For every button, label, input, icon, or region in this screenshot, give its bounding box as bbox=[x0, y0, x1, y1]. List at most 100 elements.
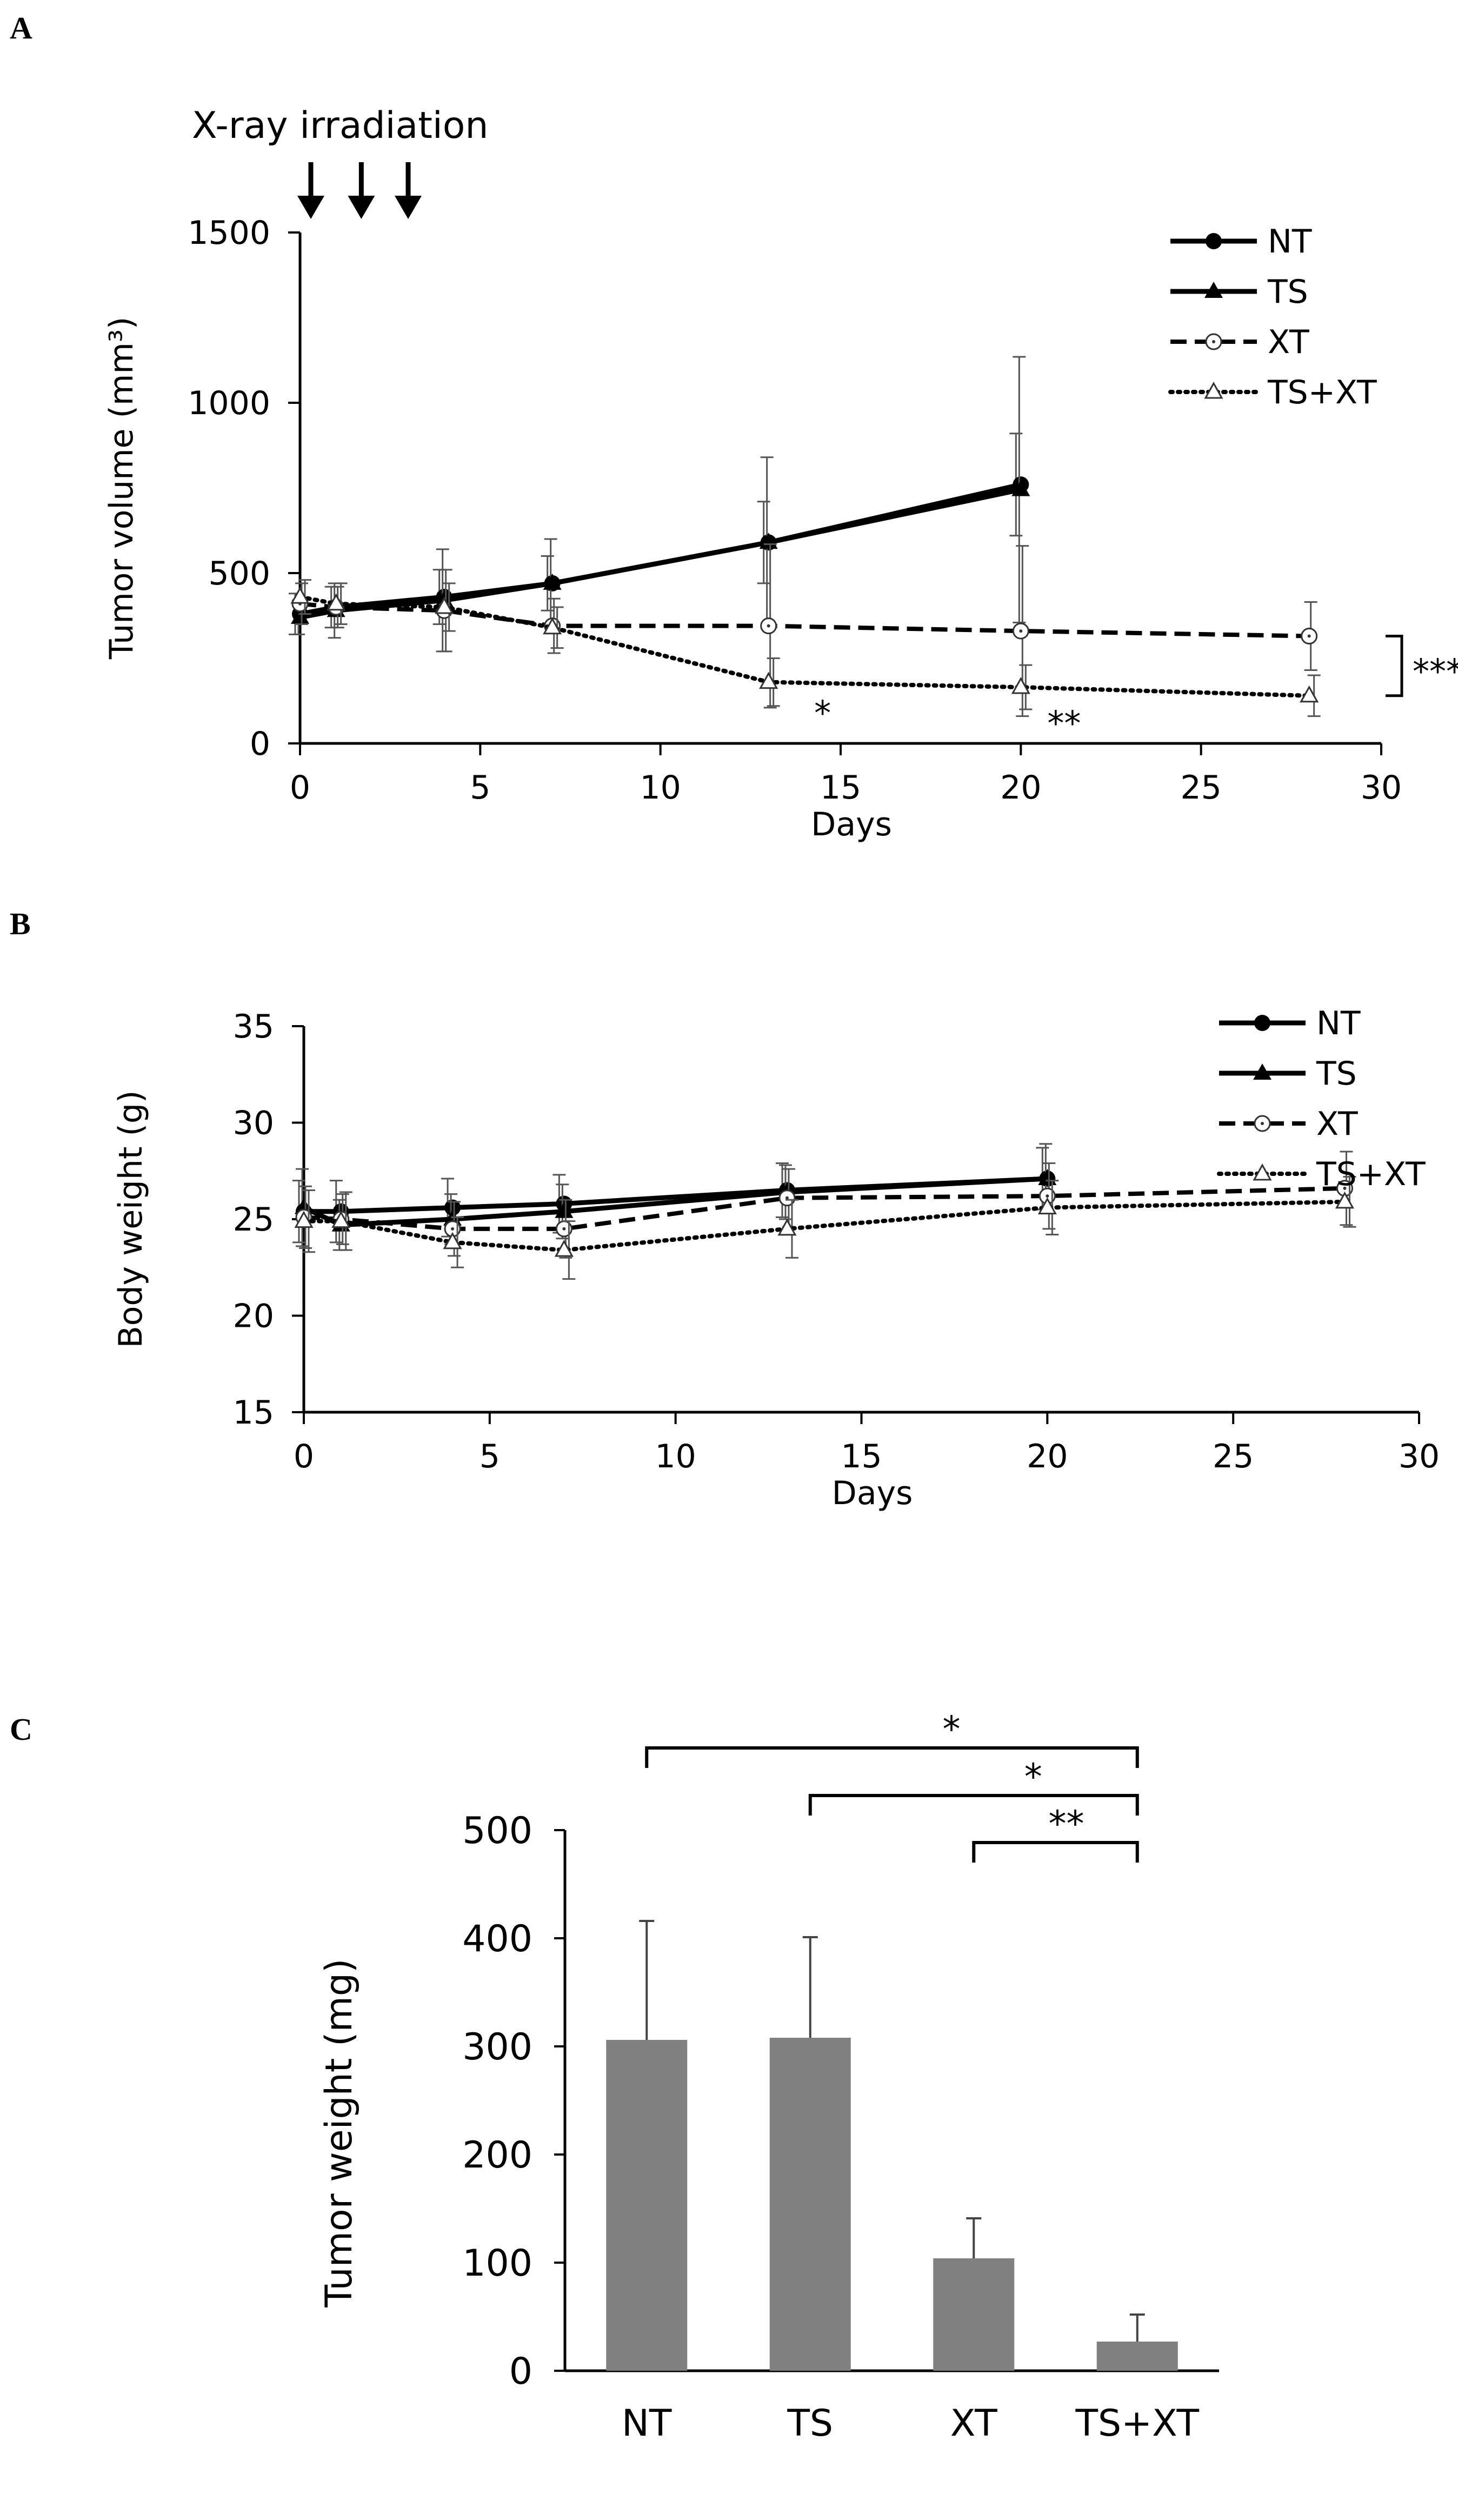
y-tick-label: 25 bbox=[233, 1201, 274, 1239]
data-point-dot bbox=[1046, 1194, 1049, 1198]
axes bbox=[298, 232, 1381, 745]
legend-marker bbox=[1204, 381, 1223, 399]
legend-label: NT bbox=[1316, 1005, 1361, 1042]
y-axis-title: Tumor weight (mg) bbox=[318, 1958, 361, 2308]
bar-nt bbox=[606, 2040, 688, 2371]
data-point bbox=[1011, 480, 1030, 496]
legend-marker bbox=[1254, 1015, 1270, 1031]
significance-label: ** bbox=[1049, 1803, 1084, 1845]
y-tick-label: 500 bbox=[208, 555, 270, 593]
category-label: NT bbox=[622, 2402, 672, 2445]
significance-label: ** bbox=[1047, 704, 1081, 743]
legend-marker bbox=[1206, 233, 1222, 249]
x-tick-label: 0 bbox=[290, 769, 310, 807]
data-point-dot bbox=[1307, 634, 1311, 638]
x-axis-title: Days bbox=[832, 1474, 913, 1512]
data-point bbox=[290, 587, 310, 604]
panel-label-a: A bbox=[10, 10, 32, 45]
x-tick-label: 25 bbox=[1180, 769, 1221, 807]
series-line bbox=[299, 482, 1022, 617]
data-point bbox=[294, 1211, 314, 1228]
data-point bbox=[777, 1218, 797, 1236]
data-point-dot bbox=[562, 1227, 566, 1231]
data-point bbox=[291, 607, 309, 624]
significance-bracket bbox=[808, 1794, 1139, 1816]
data-point bbox=[331, 1211, 351, 1228]
category-label: TS+XT bbox=[1075, 2402, 1199, 2445]
data-point-dot bbox=[451, 1227, 455, 1231]
legend-label: TS+XT bbox=[1267, 374, 1377, 411]
y-axis-title: Body weight (g) bbox=[112, 1091, 150, 1348]
category-label: TS bbox=[787, 2402, 833, 2445]
arrow-head bbox=[348, 196, 375, 219]
x-tick-label: 30 bbox=[1361, 769, 1402, 807]
series-ts-xt bbox=[290, 579, 1321, 717]
panel-label-b: B bbox=[10, 906, 31, 941]
data-point bbox=[435, 596, 454, 614]
significance-bracket bbox=[645, 1746, 1139, 1768]
data-point bbox=[1335, 1191, 1355, 1209]
x-tick-label: 10 bbox=[640, 769, 681, 807]
significance-label: *** bbox=[1413, 652, 1458, 691]
legend-marker-dot bbox=[1212, 340, 1215, 343]
data-point-dot bbox=[785, 1196, 789, 1200]
y-tick-label: 30 bbox=[233, 1105, 274, 1142]
y-tick-label: 500 bbox=[462, 1810, 532, 1852]
data-point bbox=[1037, 1197, 1057, 1215]
y-tick-label: 400 bbox=[462, 1918, 532, 1960]
legend-label: TS+XT bbox=[1316, 1155, 1426, 1193]
annotation-x-ray: X-ray irradiation bbox=[192, 104, 488, 147]
series-ts-xt bbox=[294, 1175, 1356, 1280]
y-tick-label: 15 bbox=[233, 1394, 274, 1432]
legend-label: XT bbox=[1316, 1105, 1358, 1143]
data-point bbox=[443, 1232, 462, 1249]
data-point-dot bbox=[1343, 1186, 1347, 1190]
y-tick-label: 0 bbox=[509, 2350, 532, 2393]
legend: NT TS XT TS+XT bbox=[1168, 223, 1377, 411]
legend-marker bbox=[1204, 282, 1223, 298]
x-tick-label: 30 bbox=[1399, 1438, 1440, 1475]
x-tick-label: 15 bbox=[820, 769, 861, 807]
x-tick-label: 15 bbox=[841, 1438, 882, 1475]
x-tick-label: 0 bbox=[294, 1438, 314, 1475]
significance-label: * bbox=[814, 694, 831, 733]
significance-bracket bbox=[1386, 635, 1403, 697]
legend-label: TS bbox=[1316, 1055, 1357, 1093]
data-point bbox=[759, 671, 778, 689]
y-tick-label: 300 bbox=[462, 2026, 532, 2069]
data-point-dot bbox=[767, 624, 770, 628]
x-tick-label: 10 bbox=[655, 1438, 696, 1475]
data-point bbox=[327, 593, 346, 611]
x-axis-title: Days bbox=[811, 806, 892, 843]
bar-ts bbox=[769, 2038, 851, 2371]
y-tick-label: 1500 bbox=[188, 214, 270, 252]
data-point bbox=[555, 1201, 574, 1218]
legend-marker-dot bbox=[1261, 1122, 1264, 1125]
chart-c: 0 100 200 300 400 500 Tumor weight (mg) NT TS XT T… bbox=[318, 1708, 1219, 2445]
y-axis-title: Tumor volume (mm³) bbox=[103, 317, 141, 660]
chart-b: 0 5 10 15 20 25 30 15 20 25 30 35 Days Body weight (g… bbox=[112, 1005, 1440, 1512]
significance-label: * bbox=[943, 1708, 961, 1750]
x-tick-label: 25 bbox=[1213, 1438, 1254, 1475]
y-tick-label: 200 bbox=[462, 2134, 532, 2177]
data-point bbox=[444, 1199, 461, 1216]
legend-label: NT bbox=[1268, 223, 1312, 261]
x-tick-label: 20 bbox=[1027, 1438, 1068, 1475]
y-tick-label: 35 bbox=[233, 1008, 274, 1046]
x-tick-label: 20 bbox=[1000, 769, 1041, 807]
y-tick-label: 1000 bbox=[188, 384, 270, 422]
y-tick-label: 20 bbox=[233, 1298, 274, 1335]
bar-xt bbox=[933, 2258, 1015, 2371]
panel-label-c: C bbox=[10, 1712, 32, 1747]
data-point bbox=[543, 617, 562, 635]
arrow-head bbox=[395, 196, 422, 219]
x-tick-label: 5 bbox=[470, 769, 490, 807]
significance-label: * bbox=[1024, 1756, 1042, 1798]
bar-ts-xt bbox=[1096, 2342, 1178, 2371]
y-tick-label: 0 bbox=[250, 725, 270, 763]
data-point bbox=[543, 573, 562, 590]
category-label: XT bbox=[950, 2402, 997, 2445]
legend-marker bbox=[1253, 1163, 1272, 1181]
data-point bbox=[554, 1240, 574, 1257]
